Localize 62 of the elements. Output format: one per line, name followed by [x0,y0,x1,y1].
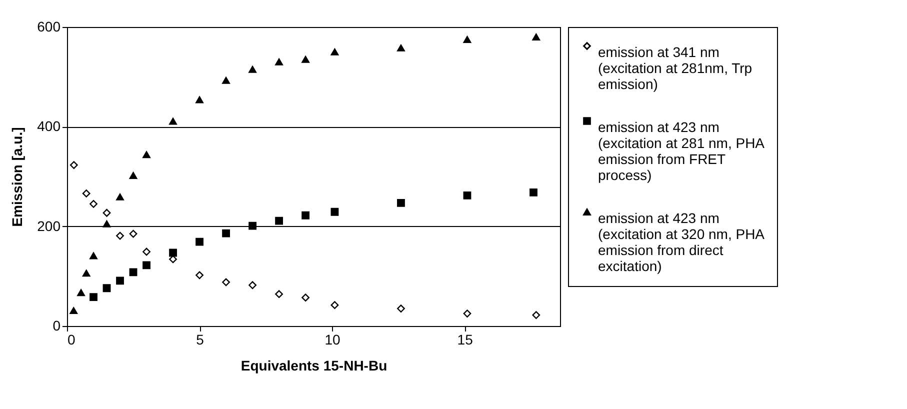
y-tick-label: 0 [52,318,61,334]
point [530,188,538,196]
point [463,310,472,318]
point [169,118,177,125]
y-tick-label: 200 [37,218,61,234]
point [532,311,540,319]
point [90,252,98,260]
point [302,294,310,302]
legend-label: emission at 423 nm (excitation at 281 nm, PHA emission from FRET process) [598,119,766,183]
point [129,268,138,276]
point [532,33,540,40]
x-axis-title: Equivalents 15-NH-Bu [240,358,388,374]
point [82,189,90,198]
point [397,198,405,207]
point [275,58,283,66]
legend-label: emission at 423 nm (excitation at 320 nm, PHA emission from direct excitation) [598,210,766,274]
point [275,216,283,225]
point [142,248,150,256]
y-axis-title: Emission [a.u.] [9,127,26,227]
point [222,278,230,286]
point [330,48,339,56]
point [275,290,283,298]
point [196,96,204,104]
legend-label: emission at 341 nm (excitation at 281nm, Trp emission) [598,44,752,92]
point [102,284,111,292]
point [397,44,405,52]
point [129,172,138,180]
point [142,261,150,270]
point [142,151,150,158]
point [248,222,256,230]
x-tick-label: 5 [196,332,204,348]
point [102,208,111,217]
point [196,238,204,246]
point [330,208,339,216]
point [330,301,339,310]
point [397,304,405,313]
point [90,293,98,302]
point [82,270,90,277]
point [169,248,177,257]
point [248,281,256,290]
y-tick-label: 600 [37,18,61,34]
x-tick-label: 15 [457,332,474,348]
x-tick-label: 10 [324,332,341,348]
point [129,230,138,238]
point [102,220,111,228]
point [116,193,124,200]
point [248,66,256,73]
point [90,200,98,208]
point [222,76,230,84]
point [463,191,472,200]
point [70,307,78,314]
x-tick-label: 0 [68,332,76,348]
point [463,36,472,43]
y-tick-label: 400 [37,118,61,134]
point [77,289,85,296]
point [302,56,310,63]
point [116,276,124,285]
point [196,271,204,280]
point [222,229,230,238]
point [302,211,310,220]
point [70,161,78,169]
point [116,232,124,240]
